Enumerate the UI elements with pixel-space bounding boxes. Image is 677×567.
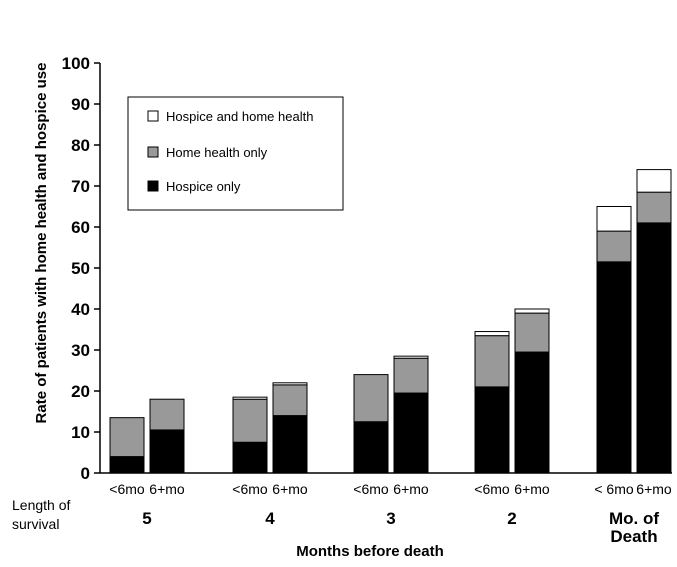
bar-label: 6+mo [149,481,185,497]
bar-segment-hospice-and-home-health [272,382,308,386]
group-label: 3 [386,509,395,528]
bar-segment-hospice-only [353,421,389,474]
side-label-line-1: Length of [12,497,70,513]
legend-label-home-health-only: Home health only [166,145,268,160]
group-label: Death [610,527,657,546]
x-axis-label: Months before death [296,543,444,560]
bar-segment-home-health-only [514,312,550,353]
bar-segment-hospice-and-home-health [393,355,429,359]
bar-segment-home-health-only [474,335,510,388]
bar-segment-home-health-only [393,357,429,394]
bar-segment-hospice-only [149,429,185,474]
bar-segment-hospice-only [393,392,429,474]
bar-segment-hospice-only [636,222,672,474]
group-label: 5 [142,509,151,528]
bar-segment-hospice-and-home-health [232,396,268,400]
bar-segment-hospice-only [272,415,308,474]
y-tick-label: 70 [71,177,90,196]
bar-label: <6mo [474,481,510,497]
group-label: 2 [507,509,516,528]
legend-swatch-hospice-and-home-health [147,110,159,122]
bar-segment-home-health-only [636,191,672,224]
y-tick-label: 30 [71,341,90,360]
y-tick-label: 80 [71,136,90,155]
bar-label: 6+mo [272,481,308,497]
bar-segment-hospice-only [232,441,268,474]
side-label-line-2: survival [12,516,59,532]
y-tick-label: 50 [71,259,90,278]
bar-segment-home-health-only [272,384,308,417]
y-tick-label: 90 [71,95,90,114]
y-tick-label: 60 [71,218,90,237]
bar-segment-hospice-only [109,456,145,474]
legend-swatch-hospice-only [147,180,159,192]
bar-segment-hospice-only [514,351,550,474]
y-tick-label: 20 [71,382,90,401]
bar-label: 6+mo [636,481,672,497]
y-tick-label: 100 [62,54,90,73]
bar-label: 6+mo [514,481,550,497]
bar-segment-home-health-only [232,398,268,443]
bar-segment-hospice-only [596,261,632,474]
y-axis-label: Rate of patients with home health and ho… [33,63,50,424]
bar-segment-home-health-only [353,374,389,423]
bar-segment-home-health-only [149,398,185,431]
bar-segment-hospice-and-home-health [596,206,632,232]
bar-segment-home-health-only [109,417,145,458]
group-label: 4 [265,509,275,528]
bar-label: <6mo [232,481,268,497]
legend: Hospice and home health Home health only H… [127,96,344,211]
legend-box [127,96,344,211]
legend-label-hospice-and-home-health: Hospice and home health [166,109,313,124]
bar-segment-hospice-only [474,386,510,474]
bar-label: 6+mo [393,481,429,497]
group-label: Mo. of [609,509,659,528]
bar-segment-hospice-and-home-health [474,331,510,337]
y-tick-label: 40 [71,300,90,319]
bar-segment-hospice-and-home-health [636,169,672,193]
bar-segment-home-health-only [596,230,632,263]
bar-label: < 6mo [594,481,634,497]
bar-segment-hospice-and-home-health [514,308,550,314]
bar-label: <6mo [353,481,389,497]
y-tick-label: 0 [81,464,90,483]
legend-swatch-home-health-only [147,146,159,158]
legend-label-hospice-only: Hospice only [166,179,241,194]
bar-label: <6mo [109,481,145,497]
y-tick-label: 10 [71,423,90,442]
